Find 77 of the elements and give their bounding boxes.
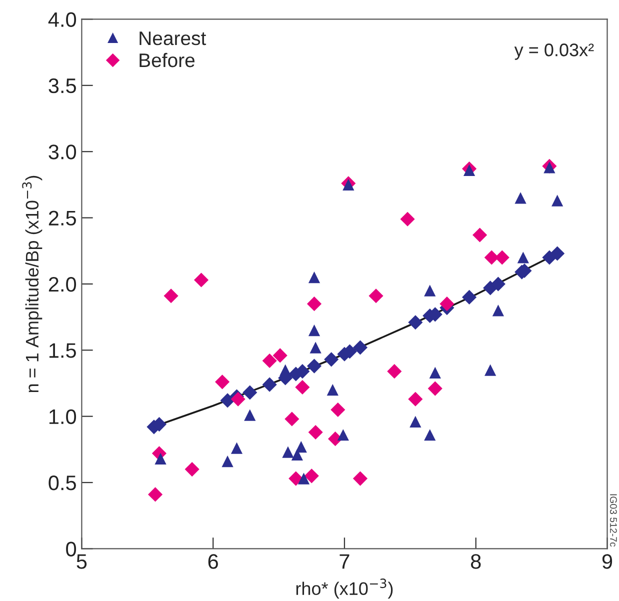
point: [410, 416, 422, 428]
point: [429, 366, 441, 378]
x-axis-title: rho* (x10$^{−3}$): [296, 578, 393, 599]
point: [550, 246, 565, 261]
point: [472, 228, 488, 242]
point: [326, 384, 338, 396]
point: [262, 377, 277, 392]
x-tick-label: 8: [470, 554, 481, 569]
point: [295, 440, 307, 453]
text: IG03 512-7c: [610, 494, 617, 547]
annotation: y = 0.03x²: [514, 44, 594, 60]
point: [154, 452, 166, 465]
y-tick-label: 1.5: [49, 343, 76, 358]
point: [440, 296, 454, 312]
point: [306, 358, 322, 374]
point: [424, 284, 436, 296]
point: [494, 250, 510, 265]
y-tick-label: 3.5: [48, 78, 76, 94]
point: [330, 402, 346, 418]
point: [280, 364, 292, 376]
point: [222, 456, 234, 468]
point: [400, 212, 415, 226]
point: [462, 290, 477, 304]
point: [164, 288, 178, 304]
point: [324, 352, 339, 367]
point: [310, 342, 322, 354]
point: [308, 272, 320, 284]
point: [352, 471, 368, 486]
point: [282, 446, 294, 458]
legend-label: Nearest: [140, 32, 206, 46]
point: [304, 468, 319, 484]
point: [308, 324, 320, 336]
y-axis-title: n = 1 Amplitude/Bp (x10$^{−3}$): [22, 176, 42, 392]
point: [517, 252, 529, 264]
y-tick-label: 2.0: [48, 276, 76, 292]
point: [215, 374, 230, 390]
point: [288, 471, 304, 486]
point: [490, 276, 506, 292]
point: [220, 393, 235, 408]
point: [544, 162, 556, 174]
point: [368, 288, 384, 304]
y-tick-label: 0.5: [48, 476, 76, 490]
x-tick-label: 6: [208, 554, 218, 569]
point: [194, 272, 209, 288]
point: [552, 194, 564, 206]
point: [424, 429, 436, 441]
legend-label: Before: [140, 52, 195, 68]
point: [272, 348, 288, 363]
point: [514, 192, 526, 204]
point: [484, 250, 499, 265]
x-tick-label: 9: [602, 554, 612, 569]
point: [148, 487, 163, 502]
point: [428, 381, 442, 396]
point: [242, 385, 258, 400]
x-tick-label: 5: [76, 554, 87, 569]
point: [184, 462, 200, 477]
x-tick-label: 7: [340, 554, 350, 569]
point: [352, 340, 368, 355]
point: [230, 442, 243, 454]
y-tick-label: 4.0: [48, 12, 76, 27]
point: [295, 380, 310, 395]
point: [298, 472, 310, 484]
point: [387, 364, 402, 379]
point: [408, 392, 423, 406]
point: [408, 315, 423, 330]
y-tick-label: 3.0: [48, 144, 76, 160]
point: [284, 412, 300, 426]
point: [484, 364, 496, 376]
point: [262, 353, 277, 368]
point: [492, 304, 504, 316]
point: [244, 409, 256, 421]
point: [306, 296, 322, 312]
y-tick-label: 2.5: [48, 210, 76, 226]
point: [337, 429, 349, 441]
y-tick-label: 1.0: [49, 409, 76, 424]
y-tick-label: 0: [66, 542, 76, 556]
point: [308, 424, 323, 440]
